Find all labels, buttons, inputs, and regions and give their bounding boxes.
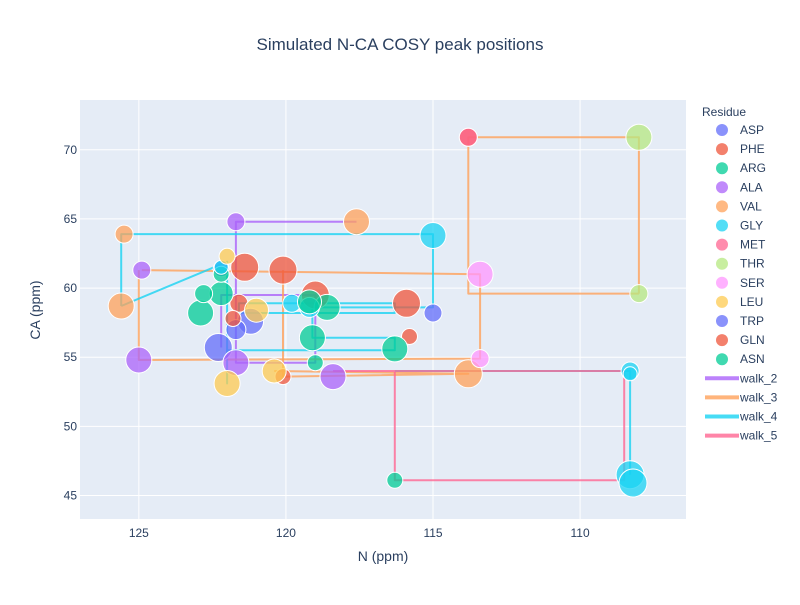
peak-marker-ala (319, 363, 347, 391)
legend-swatch (716, 295, 728, 308)
legend-label: GLY (740, 219, 763, 233)
walk-line-walk_3c (274, 270, 470, 378)
peak-marker-gly (419, 222, 447, 249)
legend-title: Residue (702, 105, 746, 119)
legend-label: SER (740, 276, 765, 290)
peak-marker-gly (622, 366, 638, 382)
peak-marker-ser (466, 260, 494, 288)
peak-marker-gln (224, 310, 242, 327)
peak-marker-asn (297, 289, 322, 315)
peak-marker-arg (381, 335, 409, 363)
peak-marker-val (453, 359, 483, 389)
legend-label: ARG (740, 161, 766, 175)
peak-marker-thr (625, 123, 653, 151)
y-tick-label: 60 (64, 281, 78, 295)
chart-title: Simulated N-CA COSY peak positions (257, 35, 544, 54)
legend-label: MET (740, 238, 766, 252)
legend-swatch (716, 219, 728, 232)
peak-marker-met (458, 127, 478, 147)
peak-marker-thr (629, 284, 649, 304)
peak-marker-ala (226, 212, 246, 232)
x-tick-label: 115 (423, 526, 442, 540)
legend-label: walk_2 (739, 371, 778, 385)
legend-swatch (716, 353, 728, 366)
peak-marker-ala (125, 346, 153, 374)
legend-label: VAL (740, 199, 762, 213)
y-tick-label: 70 (64, 143, 78, 157)
legend-swatch (716, 238, 728, 251)
legend-label: THR (740, 257, 765, 271)
legend-swatch (716, 162, 728, 175)
peak-marker-leu (218, 247, 236, 265)
legend-label: walk_5 (739, 429, 778, 443)
peak-marker-leu (213, 370, 241, 397)
y-tick-label: 65 (64, 212, 78, 226)
peak-marker-leu (261, 358, 287, 384)
legend: ASP PHE ARG ALA VAL GLY MET THR SER LEU TRP GLN ASN w… (705, 123, 778, 443)
x-axis-title: N (ppm) (358, 548, 409, 564)
peak-marker-arg (298, 324, 326, 352)
peak-marker-arg (386, 471, 404, 489)
legend-swatch (716, 334, 728, 347)
legend-label: walk_4 (739, 410, 778, 424)
legend-swatch (716, 124, 728, 136)
legend-label: TRP (740, 314, 764, 328)
peak-marker-leu (244, 297, 269, 323)
x-tick-label: 120 (276, 526, 296, 540)
legend-label: ASP (740, 123, 764, 137)
legend-label: LEU (740, 295, 763, 309)
peak-marker-arg (306, 354, 324, 372)
plot-area (80, 100, 686, 519)
x-tick-label: 110 (571, 526, 590, 540)
peak-marker-asp (423, 303, 443, 323)
y-tick-label: 45 (64, 488, 78, 502)
peak-marker-phe (230, 252, 260, 282)
peak-marker-ser (470, 349, 490, 369)
marker-layer (107, 123, 653, 498)
legend-label: PHE (740, 142, 765, 156)
y-tick-label: 55 (64, 350, 78, 364)
y-axis-title: CA (ppm) (27, 280, 43, 339)
legend-swatch (716, 200, 728, 213)
legend-swatch (716, 143, 728, 156)
legend-label: walk_3 (739, 390, 778, 404)
peak-marker-phe (268, 255, 298, 285)
peak-marker-val (343, 208, 370, 236)
peak-marker-phe (392, 288, 421, 318)
legend-swatch (716, 315, 728, 327)
legend-swatch (716, 181, 728, 194)
peak-marker-arg (187, 299, 215, 327)
peak-marker-val (114, 224, 134, 244)
peak-marker-arg (194, 284, 214, 304)
peak-marker-phe (401, 328, 418, 345)
peak-marker-val (107, 292, 135, 320)
peak-marker-ala (132, 260, 152, 280)
y-tick-label: 50 (64, 419, 78, 433)
legend-label: GLN (740, 333, 765, 347)
legend-label: ASN (740, 352, 765, 366)
legend-swatch (716, 257, 728, 270)
tick-layer: 125 120 115 110 45 50 55 60 65 70 (64, 143, 590, 540)
peak-marker-gly (618, 468, 648, 498)
x-tick-label: 125 (129, 526, 149, 540)
legend-label: ALA (740, 180, 763, 194)
legend-swatch (716, 276, 728, 289)
grid-layer (80, 100, 686, 519)
